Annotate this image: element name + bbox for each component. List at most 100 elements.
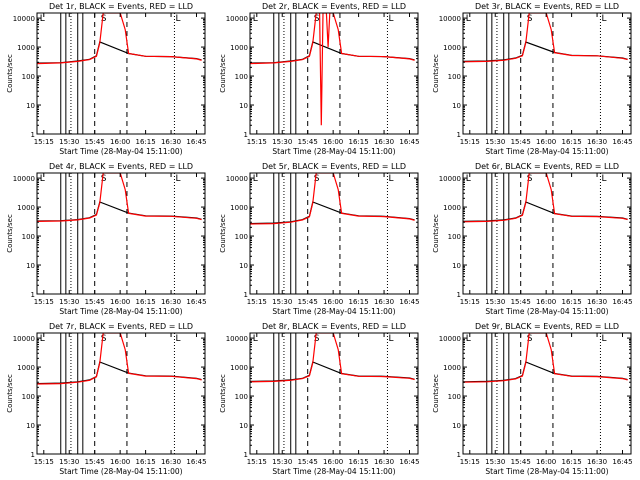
y-tick-label: 1 [31, 291, 35, 299]
x-tick-label: 15:30 [272, 298, 292, 306]
detector-panel: Det 4r, BLACK = Events, RED = LLD S L L 1 10 1… [6, 162, 207, 316]
annotation-label: S [314, 334, 320, 344]
y-axis-label: Counts/sec [6, 54, 14, 93]
x-tick-label: 15:45 [511, 138, 531, 146]
x-tick-label: 15:15 [34, 138, 54, 146]
y-tick-label: 10 [26, 422, 35, 430]
x-tick-label: 15:45 [298, 458, 318, 466]
annotation-label: L [466, 174, 471, 184]
y-tick-label: 10 [452, 422, 461, 430]
annotation-label: L [253, 174, 258, 184]
series-line [250, 333, 415, 383]
y-tick-label: 10 [239, 102, 248, 110]
x-tick-label: 16:00 [536, 138, 556, 146]
annotation-label: S [101, 174, 107, 184]
x-tick-label: 16:00 [536, 298, 556, 306]
annotation-label: S [527, 14, 533, 24]
detector-panel: Det 8r, BLACK = Events, RED = LLD S L L 1 10 1… [219, 322, 420, 476]
y-tick-label: 10000 [439, 15, 461, 23]
x-axis-label: Start Time (28-May-04 15:11:00) [272, 307, 395, 316]
x-tick-label: 16:15 [562, 458, 582, 466]
annotation-label: L [40, 14, 45, 24]
y-tick-label: 1000 [230, 204, 248, 212]
x-tick-label: 16:00 [110, 298, 130, 306]
panel-title: Det 6r, BLACK = Events, RED = LLD [475, 162, 619, 171]
panel-title: Det 2r, BLACK = Events, RED = LLD [262, 2, 406, 11]
y-tick-label: 1 [457, 131, 461, 139]
x-tick-label: 16:00 [323, 138, 343, 146]
detector-panel: Det 3r, BLACK = Events, RED = LLD S L L 1 10 1… [432, 2, 633, 156]
y-tick-label: 100 [22, 73, 35, 81]
series-line [463, 333, 628, 383]
x-tick-label: 15:15 [34, 298, 54, 306]
y-tick-label: 10 [239, 422, 248, 430]
annotation-label: L [175, 14, 180, 24]
annotation-label: L [253, 14, 258, 24]
annotation-label: S [314, 174, 320, 184]
x-axis-label: Start Time (28-May-04 15:11:00) [485, 307, 608, 316]
series-line [463, 361, 628, 383]
x-tick-label: 15:30 [59, 458, 79, 466]
x-axis-label: Start Time (28-May-04 15:11:00) [272, 467, 395, 476]
y-tick-label: 1000 [17, 364, 35, 372]
y-tick-label: 1 [31, 451, 35, 459]
annotation-label: S [101, 334, 107, 344]
y-tick-label: 1 [244, 131, 248, 139]
series-line [37, 13, 202, 65]
x-tick-label: 16:45 [399, 138, 419, 146]
annotation-label: L [466, 14, 471, 24]
y-tick-label: 10000 [226, 175, 248, 183]
panel-title: Det 4r, BLACK = Events, RED = LLD [49, 162, 193, 171]
series-line [250, 13, 415, 126]
y-tick-label: 1000 [443, 44, 461, 52]
y-tick-label: 10000 [226, 15, 248, 23]
x-tick-label: 15:45 [85, 138, 105, 146]
panel-title: Det 8r, BLACK = Events, RED = LLD [262, 322, 406, 331]
y-tick-label: 10000 [226, 335, 248, 343]
series-line [250, 201, 415, 225]
annotation-label: L [175, 334, 180, 344]
y-tick-label: 10 [452, 262, 461, 270]
panel-title: Det 5r, BLACK = Events, RED = LLD [262, 162, 406, 171]
panel-title: Det 7r, BLACK = Events, RED = LLD [49, 322, 193, 331]
series-line [250, 173, 415, 225]
y-axis-label: Counts/sec [6, 214, 14, 253]
y-tick-label: 10000 [13, 15, 35, 23]
x-tick-label: 16:30 [587, 138, 607, 146]
x-tick-label: 16:45 [399, 298, 419, 306]
x-tick-label: 16:00 [110, 138, 130, 146]
x-tick-label: 15:45 [511, 298, 531, 306]
y-tick-label: 100 [448, 393, 461, 401]
x-tick-label: 16:30 [374, 458, 394, 466]
plot-frame [249, 332, 419, 455]
plot-frame [462, 172, 632, 295]
detector-panel: Det 6r, BLACK = Events, RED = LLD S L L 1 10 1… [432, 162, 633, 316]
x-tick-label: 15:30 [272, 138, 292, 146]
x-tick-label: 16:45 [186, 298, 206, 306]
series-line [463, 41, 628, 62]
y-tick-label: 100 [22, 233, 35, 241]
y-tick-label: 10000 [439, 335, 461, 343]
y-axis-label: Counts/sec [432, 374, 440, 413]
x-tick-label: 16:15 [349, 138, 369, 146]
series-line [463, 201, 628, 222]
annotation-label: L [601, 334, 606, 344]
y-tick-label: 1 [457, 291, 461, 299]
annotation-label: L [40, 334, 45, 344]
y-tick-label: 10000 [439, 175, 461, 183]
y-tick-label: 1 [457, 451, 461, 459]
x-tick-label: 15:45 [85, 298, 105, 306]
x-tick-label: 16:15 [136, 298, 156, 306]
x-tick-label: 16:00 [323, 458, 343, 466]
plot-frame [36, 332, 206, 455]
x-tick-label: 15:15 [247, 138, 267, 146]
x-tick-label: 16:15 [349, 458, 369, 466]
x-tick-label: 15:45 [511, 458, 531, 466]
x-tick-label: 16:15 [136, 458, 156, 466]
y-tick-label: 10000 [13, 175, 35, 183]
series-line [37, 41, 202, 64]
detector-panel: Det 5r, BLACK = Events, RED = LLD S L L 1 10 1… [219, 162, 420, 316]
x-tick-label: 15:45 [85, 458, 105, 466]
detector-panel: Det 9r, BLACK = Events, RED = LLD S L L 1 10 1… [432, 322, 633, 476]
